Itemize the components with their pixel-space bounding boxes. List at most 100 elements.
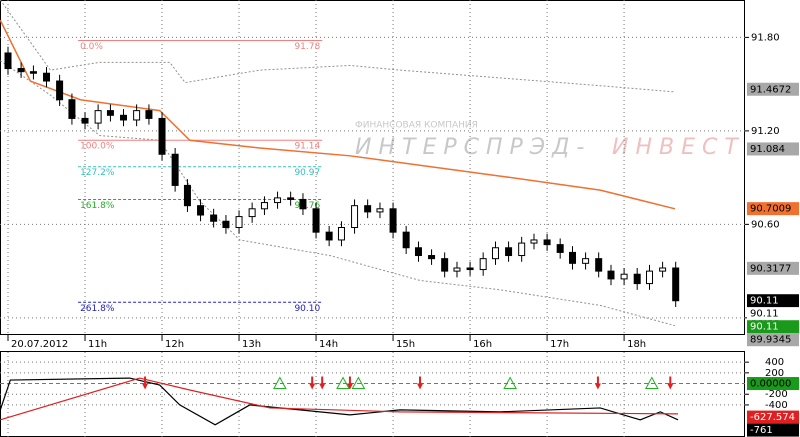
price-badge xyxy=(747,333,799,347)
candle-body xyxy=(145,110,153,119)
candle-body xyxy=(183,184,191,207)
price-badge-label: 0.00000 xyxy=(750,379,791,390)
buy-signal xyxy=(273,376,287,390)
watermark: ФИНАНСОВАЯ КОМПАНИЯ xyxy=(355,121,478,131)
candle-body xyxy=(479,258,487,271)
sell-signal xyxy=(417,376,424,390)
candle-body xyxy=(299,198,307,210)
price-badge xyxy=(747,202,799,216)
sell-signal xyxy=(309,376,316,390)
price-badge-label: 91.4672 xyxy=(750,84,791,95)
candle-body xyxy=(133,110,141,121)
candle-body xyxy=(428,255,436,260)
candle-body xyxy=(530,239,538,244)
x-tick-label: 12h xyxy=(165,339,184,350)
candle-body xyxy=(106,110,114,116)
fib-label: 100.0% xyxy=(80,142,115,152)
price-badge-label: 90.7009 xyxy=(750,204,791,215)
candle-body xyxy=(81,117,89,124)
candle-body xyxy=(325,231,333,241)
oscillator-line xyxy=(0,377,679,426)
candle-body xyxy=(29,71,37,74)
price-badge xyxy=(747,410,799,424)
candle-body xyxy=(414,247,422,257)
candle-body xyxy=(556,244,564,253)
candle-body xyxy=(43,72,51,82)
overlay-line xyxy=(0,19,676,210)
candle-body xyxy=(505,247,513,257)
candle-body xyxy=(646,270,654,285)
overlay-line xyxy=(0,0,675,93)
sell-signal xyxy=(319,376,326,390)
x-tick-label: 11h xyxy=(88,339,107,350)
candle-body xyxy=(120,114,128,121)
y-tick-label: -200 xyxy=(765,389,788,400)
candle-body xyxy=(595,258,603,272)
y-tick-label: 90.60 xyxy=(751,219,780,230)
candle-body xyxy=(568,251,576,264)
fib-value: 90.76 xyxy=(294,201,320,211)
y-tick-label: 91.20 xyxy=(751,126,780,137)
candle-body xyxy=(351,205,359,228)
x-tick-label: 13h xyxy=(242,339,261,350)
candle-body xyxy=(171,153,179,186)
price-badge-label: 91.084 xyxy=(750,144,785,155)
price-badge-label: -627.574 xyxy=(750,412,795,423)
candle-body xyxy=(274,197,282,204)
candle-body xyxy=(453,267,461,272)
candle-body xyxy=(402,231,410,249)
candle-body xyxy=(4,52,12,70)
fib-value: 90.97 xyxy=(294,168,320,178)
candle-body xyxy=(312,208,320,233)
watermark: ИНВЕСТ xyxy=(612,135,745,160)
fib-value: 90.10 xyxy=(294,304,320,314)
buy-signal xyxy=(336,376,350,390)
candle-body xyxy=(364,205,372,213)
sell-signal xyxy=(594,376,601,390)
fib-label: 161.8% xyxy=(80,201,115,211)
price-badge-label: 89.9345 xyxy=(750,335,791,346)
y-tick-label: 200 xyxy=(765,368,784,379)
fib-label: 261.8% xyxy=(80,304,115,314)
candle-body xyxy=(376,208,384,213)
candle-body xyxy=(68,99,76,119)
candle-body xyxy=(56,80,64,101)
x-tick-label: 17h xyxy=(550,339,569,350)
x-tick-label: 18h xyxy=(627,339,646,350)
x-tick-label: 15h xyxy=(396,339,415,350)
buy-signal xyxy=(503,376,517,390)
candle-body xyxy=(633,273,641,285)
watermark: ИНТЕРСПРЭД- xyxy=(355,135,591,160)
buy-signal xyxy=(644,376,659,390)
price-badge xyxy=(747,261,799,275)
overlay-line xyxy=(0,60,676,327)
candle-body xyxy=(518,242,526,257)
x-tick-label: 16h xyxy=(473,339,492,350)
price-badge-label: 90.11 xyxy=(750,322,779,333)
candle-body xyxy=(260,202,268,210)
fib-label: 0.0% xyxy=(80,42,103,52)
y-tick-label: 400 xyxy=(765,357,784,368)
candle-body xyxy=(287,197,295,200)
oscillator-line xyxy=(0,377,679,421)
candle-body xyxy=(607,270,615,280)
sell-signal xyxy=(142,376,149,390)
candle-body xyxy=(441,258,449,272)
candle-body xyxy=(337,226,345,241)
candle-body xyxy=(235,216,243,228)
candle-body xyxy=(659,267,667,272)
y-tick-label: 91.80 xyxy=(751,32,780,43)
candle-body xyxy=(248,208,256,218)
price-badge-label: 90.3177 xyxy=(750,263,791,274)
price-badge xyxy=(747,82,799,96)
candle-body xyxy=(197,205,205,216)
candle-body xyxy=(466,267,474,271)
sell-signal xyxy=(667,376,674,390)
candle-body xyxy=(582,258,590,264)
price-badge xyxy=(747,142,799,156)
x-tick-label: 20.07.2012 xyxy=(11,339,68,350)
candle-body xyxy=(222,220,230,228)
price-badge xyxy=(747,307,799,321)
price-badge-label: 90.11 xyxy=(750,309,779,320)
